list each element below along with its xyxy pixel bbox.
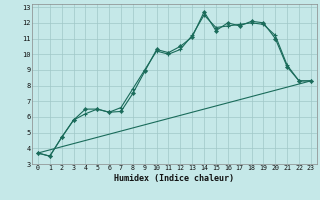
X-axis label: Humidex (Indice chaleur): Humidex (Indice chaleur) <box>115 174 234 183</box>
